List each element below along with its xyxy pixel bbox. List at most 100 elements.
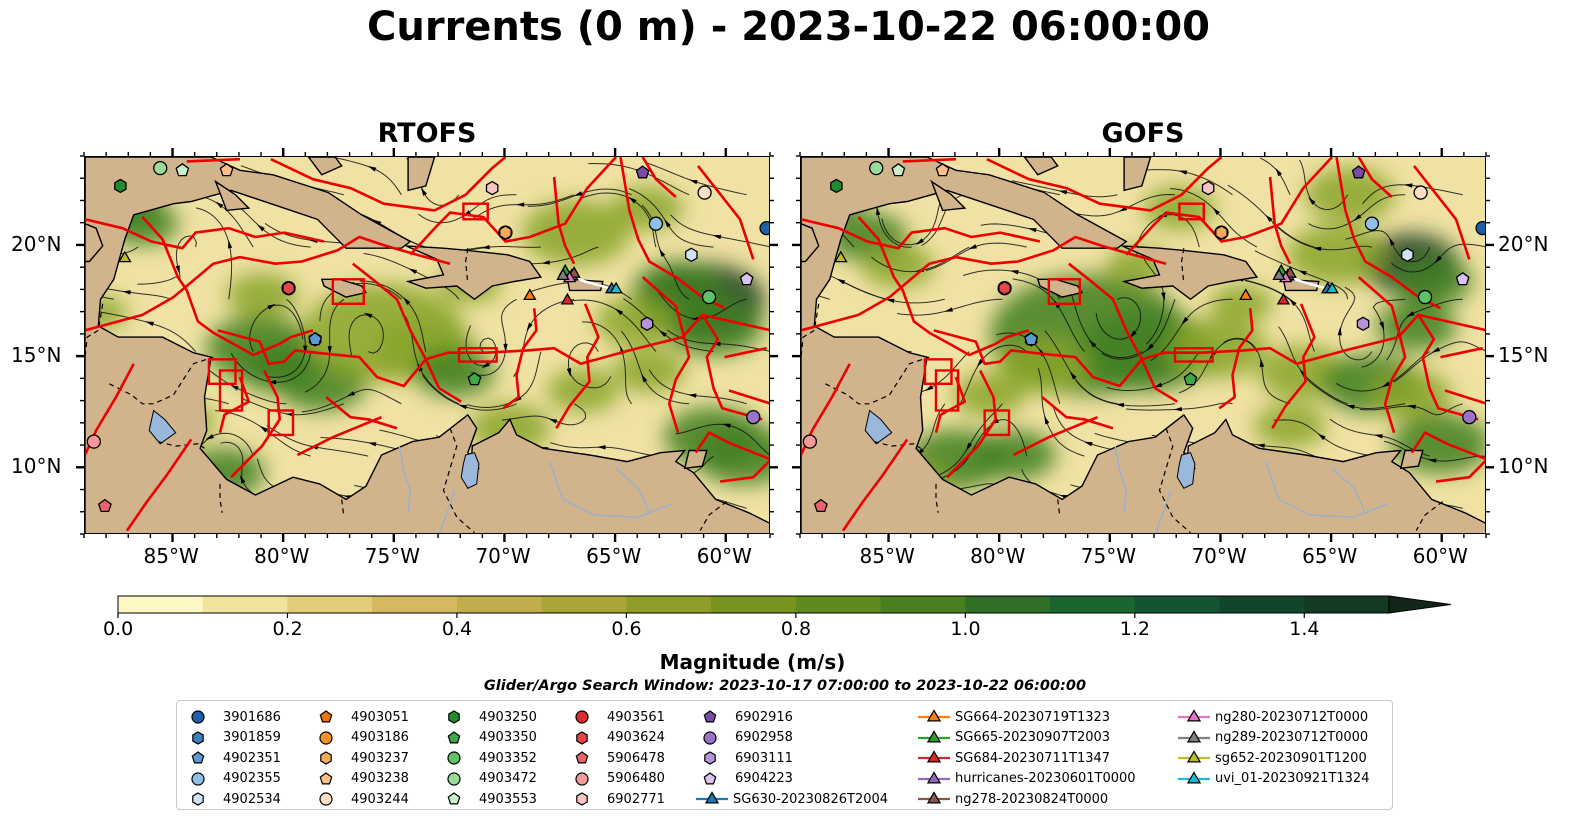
platform-marker-sg664	[1239, 288, 1253, 301]
eez-line	[1410, 431, 1485, 461]
lon-tick-label: 65°W	[586, 544, 642, 568]
legend-pentagon-icon	[447, 792, 461, 805]
eez-box	[207, 358, 237, 385]
legend-marker	[696, 791, 728, 804]
colorbar-frame	[117, 595, 1390, 614]
streamline-arrow	[1382, 381, 1391, 388]
current-speed-patch	[1371, 370, 1453, 420]
legend-label: 4903553	[479, 791, 537, 807]
legend-pentagon-icon	[319, 710, 333, 723]
eez-line	[1268, 176, 1292, 265]
colorbar-segment	[202, 596, 288, 613]
platform-marker-sg652	[834, 250, 848, 263]
legend-item: SG664-20230719T1323	[917, 707, 1110, 727]
legend-label: 4903186	[351, 730, 409, 745]
legend-item: hurricanes-20230601T0000	[917, 769, 1136, 789]
legend-circle-icon	[703, 730, 717, 745]
legend-circle-icon	[319, 792, 333, 806]
streamline-arrow	[175, 265, 180, 274]
eez-line	[724, 346, 767, 359]
legend-item: 4903237	[313, 748, 409, 768]
streamline-arrow	[145, 321, 154, 327]
legend-label: 6903111	[735, 750, 793, 766]
legend-marker	[575, 771, 589, 786]
platform-marker-4903237	[1215, 225, 1228, 240]
streamline-arrow	[481, 245, 490, 250]
lon-tick-label: 65°W	[1302, 544, 1358, 568]
legend-marker	[918, 729, 950, 742]
legend-item: 4903624	[569, 728, 665, 748]
platform-marker-sg684	[1276, 292, 1291, 305]
river	[615, 467, 650, 514]
colorbar-segment	[626, 596, 712, 613]
legend-triangle-icon	[926, 791, 942, 804]
colorbar-segment	[965, 596, 1051, 613]
streamline-arrow	[1058, 190, 1068, 195]
colorbar-tick-label: 0.4	[441, 618, 473, 640]
lake	[1176, 452, 1196, 489]
streamline-arrow	[966, 442, 973, 451]
streamline-arrow	[1312, 246, 1322, 252]
platform-marker-4903352	[701, 289, 717, 305]
platform-marker-4903238	[935, 162, 950, 177]
legend-label: ng278-20230824T0000	[955, 791, 1109, 807]
platform-marker-4902534	[1401, 247, 1414, 263]
streamline-arrow	[1089, 340, 1097, 348]
eez-line	[701, 314, 763, 421]
eez-line	[719, 459, 769, 483]
legend-label: SG630-20230826T2004	[733, 791, 889, 807]
legend-marker	[575, 751, 589, 764]
legend-item: ng289-20230712T0000	[1177, 728, 1368, 748]
country-border	[699, 501, 728, 531]
streamline-arrow	[1275, 168, 1282, 177]
land-polygon	[801, 157, 1485, 533]
streamline-arrow	[122, 290, 131, 295]
legend-label: 6902771	[607, 791, 665, 807]
streamline-arrow	[1161, 292, 1166, 301]
streamline-arrow	[1404, 183, 1413, 188]
current-speed-patch	[522, 199, 631, 266]
legend-item: 6903111	[697, 748, 793, 768]
lon-tick-label: 75°W	[364, 544, 421, 568]
legend-item: 4903244	[313, 789, 409, 809]
land-polygon	[1123, 157, 1152, 192]
eez-box	[923, 358, 953, 385]
legend-label: 4903352	[479, 750, 537, 766]
legend-marker	[576, 792, 588, 806]
platform-marker-4902351	[1024, 331, 1039, 346]
platform-marker-4903238	[219, 162, 234, 177]
legend-item: 3901686	[185, 707, 281, 727]
streamline-arrow	[597, 445, 606, 450]
legend-item: 4903472	[441, 769, 537, 789]
eez-line	[902, 157, 956, 163]
platform-marker-6902916	[1351, 165, 1366, 179]
eez-line	[801, 235, 1167, 332]
legend-pentagon-icon	[191, 751, 205, 764]
river	[1114, 445, 1128, 513]
eez-line	[125, 438, 193, 532]
eez-line	[1440, 346, 1483, 359]
lake	[148, 409, 177, 445]
lon-tick-label: 85°W	[143, 544, 199, 568]
eez-line	[933, 313, 1485, 388]
country-border	[109, 356, 214, 405]
legend-item: SG684-20230711T1347	[917, 748, 1110, 768]
streamline-arrow	[303, 345, 308, 354]
legend-hexagon-icon	[576, 792, 588, 806]
colorbar-tick-label: 1.4	[1289, 618, 1320, 640]
streamline-arrow	[573, 191, 583, 196]
streamline-arrow	[1353, 214, 1362, 221]
country-border	[85, 303, 104, 358]
platform-marker-4903350	[467, 372, 482, 386]
legend-marker	[918, 750, 950, 763]
streamline-arrow	[1374, 434, 1383, 439]
legend-label: 6904223	[735, 771, 793, 786]
eez-line	[325, 396, 398, 430]
colorbar-segment	[711, 596, 797, 613]
legend-pentagon-icon	[319, 771, 333, 784]
country-border	[341, 499, 345, 518]
eez-line	[1271, 303, 1316, 429]
streamline-arrow	[1389, 237, 1395, 246]
streamline-arrow	[239, 475, 246, 484]
streamline-arrow	[659, 330, 667, 337]
